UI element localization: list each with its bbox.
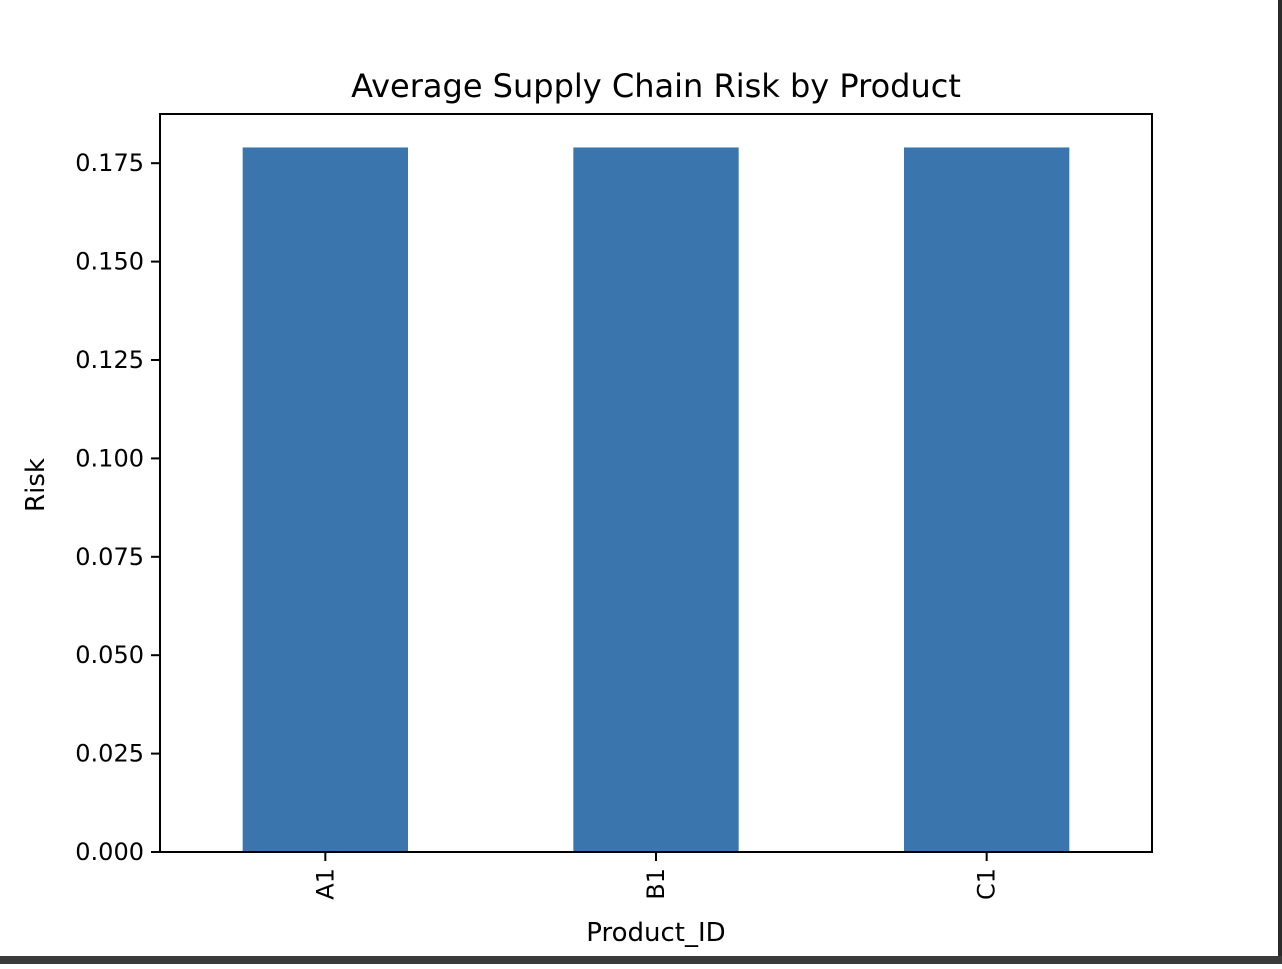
x-axis-label: Product_ID — [586, 918, 725, 948]
window-edge — [1278, 0, 1282, 964]
y-tick-label: 0.175 — [75, 149, 144, 177]
y-axis-label: Risk — [21, 458, 51, 512]
bars-group — [242, 147, 1070, 852]
chart-title: Average Supply Chain Risk by Product — [351, 67, 961, 105]
taskbar-strip — [0, 956, 1282, 964]
y-tick-label: 0.150 — [75, 248, 144, 276]
y-tick-label: 0.025 — [75, 740, 144, 768]
y-tick-label: 0.000 — [75, 838, 144, 866]
bar-c1 — [904, 147, 1070, 852]
x-tick-label: B1 — [642, 868, 670, 900]
y-tick-label: 0.075 — [75, 543, 144, 571]
x-tick-label: C1 — [973, 868, 1001, 900]
y-tick-label: 0.050 — [75, 641, 144, 669]
y-axis: 0.000 0.025 0.050 0.075 0.100 0.125 0.150 0.175 — [75, 149, 160, 866]
bar-a1 — [242, 147, 408, 852]
x-axis: A1 B1 C1 — [311, 852, 1001, 900]
x-tick-label: A1 — [311, 868, 339, 900]
y-tick-label: 0.100 — [75, 444, 144, 472]
y-tick-label: 0.125 — [75, 346, 144, 374]
bar-b1 — [573, 147, 739, 852]
